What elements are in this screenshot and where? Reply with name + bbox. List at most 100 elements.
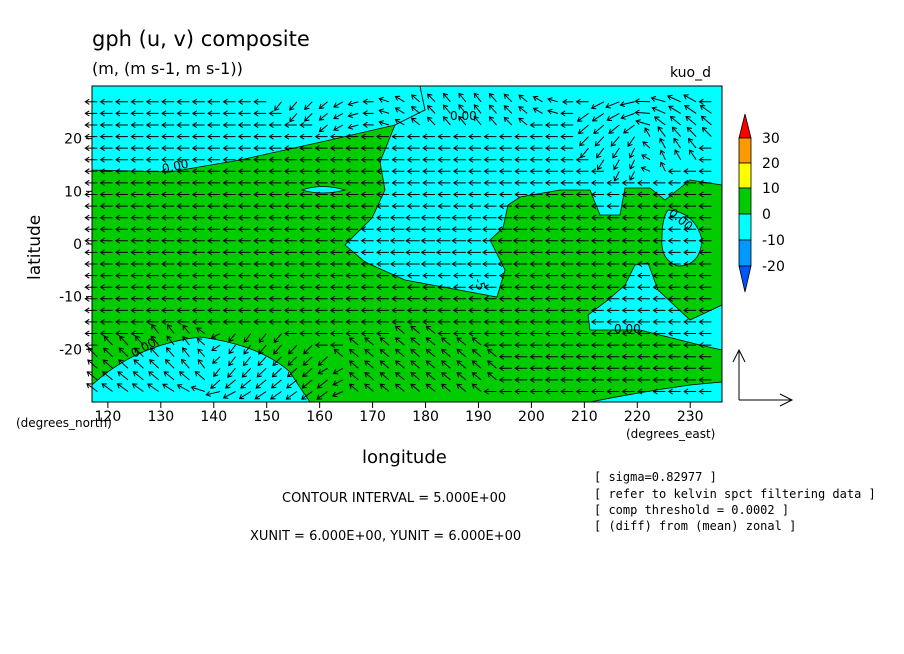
wind-vector-arrow bbox=[608, 124, 620, 134]
wind-vector-arrow bbox=[314, 133, 328, 140]
wind-vector-arrow bbox=[560, 260, 574, 268]
wind-vector-arrow bbox=[228, 344, 236, 355]
wind-vector-arrow bbox=[653, 116, 666, 126]
wind-vector-arrow bbox=[145, 226, 159, 233]
wind-vector-arrow bbox=[302, 367, 313, 378]
wind-vector-arrow bbox=[314, 145, 328, 152]
wind-vector-arrow bbox=[422, 295, 436, 302]
wind-vector-arrow bbox=[389, 260, 405, 268]
wind-vector-arrow bbox=[176, 226, 190, 233]
wind-vector-arrow bbox=[452, 156, 466, 163]
wind-vector-arrow bbox=[652, 214, 666, 221]
wind-vector-arrow bbox=[406, 133, 420, 140]
y-tick-label: -20 bbox=[59, 342, 82, 358]
wind-vector-arrow bbox=[376, 156, 389, 163]
wind-vector-arrow bbox=[637, 272, 650, 279]
wind-vector-arrow bbox=[316, 391, 328, 400]
wind-vector-arrow bbox=[253, 295, 267, 302]
wind-vector-arrow bbox=[84, 156, 98, 163]
wind-vector-arrow bbox=[547, 97, 559, 103]
wind-vector-arrow bbox=[468, 307, 482, 314]
wind-vector-arrow bbox=[102, 359, 113, 369]
wind-vector-arrow bbox=[683, 318, 697, 325]
vector-unit-text: XUNIT = 6.000E+00, YUNIT = 6.000E+00 bbox=[250, 529, 521, 544]
wind-vector-arrow bbox=[667, 260, 681, 268]
reference-vector bbox=[732, 348, 794, 407]
wind-vector-arrow bbox=[532, 95, 543, 103]
wind-vector-arrow bbox=[637, 295, 650, 302]
wind-vector-arrow bbox=[283, 191, 297, 198]
wind-vector-arrow bbox=[544, 249, 558, 256]
wind-vector-arrow bbox=[99, 121, 113, 129]
wind-vector-arrow bbox=[145, 237, 159, 244]
wind-vector-arrow bbox=[483, 318, 497, 325]
wind-vector-arrow bbox=[456, 372, 467, 381]
wind-vector-arrow bbox=[329, 214, 343, 221]
colorbar-tick: 10 bbox=[762, 181, 780, 197]
wind-vector-arrow bbox=[99, 145, 113, 152]
wind-vector-arrow bbox=[577, 124, 589, 135]
wind-vector-arrow bbox=[468, 133, 482, 140]
wind-vector-arrow bbox=[422, 307, 436, 314]
wind-vector-arrow bbox=[471, 383, 482, 392]
wind-vector-arrow bbox=[360, 318, 374, 325]
wind-vector-arrow bbox=[606, 260, 620, 268]
x-axis: 120 130 140 150 160 170 180 190 200 210 220 230 bbox=[95, 402, 704, 425]
wind-vector-arrow bbox=[683, 353, 697, 360]
wind-vector-arrow bbox=[191, 318, 205, 325]
wind-vector-arrow bbox=[207, 110, 221, 117]
wind-vector-arrow bbox=[253, 156, 267, 163]
wind-vector-arrow bbox=[317, 367, 328, 375]
wind-vector-arrow bbox=[591, 112, 605, 122]
wind-vector-arrow bbox=[379, 348, 390, 358]
wind-vector-arrow bbox=[376, 203, 389, 210]
wind-vector-arrow bbox=[222, 249, 236, 256]
wind-vector-arrow bbox=[347, 112, 359, 119]
wind-vector-arrow bbox=[329, 249, 343, 256]
wind-vector-arrow bbox=[498, 295, 512, 302]
wind-vector-arrow bbox=[84, 284, 98, 291]
wind-vector-arrow bbox=[640, 166, 651, 172]
wind-vector-arrow bbox=[115, 260, 128, 268]
wind-vector-arrow bbox=[482, 249, 497, 256]
wind-vector-arrow bbox=[84, 342, 98, 349]
wind-vector-arrow bbox=[329, 145, 343, 152]
wind-vector-arrow bbox=[575, 249, 589, 256]
wind-vector-arrow bbox=[283, 133, 297, 140]
wind-vector-arrow bbox=[272, 356, 282, 367]
wind-vector-arrow bbox=[440, 383, 451, 392]
wind-vector-arrow bbox=[299, 168, 313, 175]
wind-vector-arrow bbox=[621, 260, 635, 268]
contour-label: 0.00 bbox=[614, 322, 641, 336]
wind-vector-arrow bbox=[440, 372, 451, 381]
wind-vector-arrow bbox=[437, 179, 451, 186]
wind-vector-arrow bbox=[268, 295, 282, 302]
wind-vector-arrow bbox=[514, 376, 528, 383]
wind-vector-arrow bbox=[590, 191, 604, 198]
wind-vector-arrow bbox=[299, 237, 313, 244]
wind-vector-arrow bbox=[314, 237, 328, 244]
x-axis-title: longitude bbox=[362, 447, 447, 468]
wind-vector-arrow bbox=[115, 284, 128, 291]
wind-vector-arrow bbox=[222, 179, 236, 186]
wind-vector-arrow bbox=[560, 110, 574, 117]
wind-vector-arrow bbox=[410, 372, 421, 381]
wind-vector-arrow bbox=[283, 249, 297, 256]
wind-vector-arrow bbox=[130, 168, 144, 175]
colorbar-tick: 20 bbox=[762, 156, 780, 172]
wind-vector-arrow bbox=[529, 284, 543, 291]
wind-vector-arrow bbox=[606, 330, 620, 337]
wind-vector-arrow bbox=[652, 353, 666, 360]
wind-vector-arrow bbox=[621, 353, 635, 360]
wind-vector-arrow bbox=[621, 249, 635, 256]
wind-vector-arrow bbox=[376, 179, 389, 186]
wind-vector-arrow bbox=[456, 348, 467, 358]
wind-vector-arrow bbox=[621, 203, 635, 210]
wind-vector-arrow bbox=[161, 260, 175, 268]
wind-vector-arrow bbox=[575, 376, 589, 383]
wind-vector-arrow bbox=[176, 179, 190, 186]
wind-vector-arrow bbox=[329, 342, 343, 349]
wind-vector-arrow bbox=[435, 226, 451, 233]
x-tick-label: 220 bbox=[624, 409, 651, 425]
wind-vector-arrow bbox=[197, 358, 206, 369]
